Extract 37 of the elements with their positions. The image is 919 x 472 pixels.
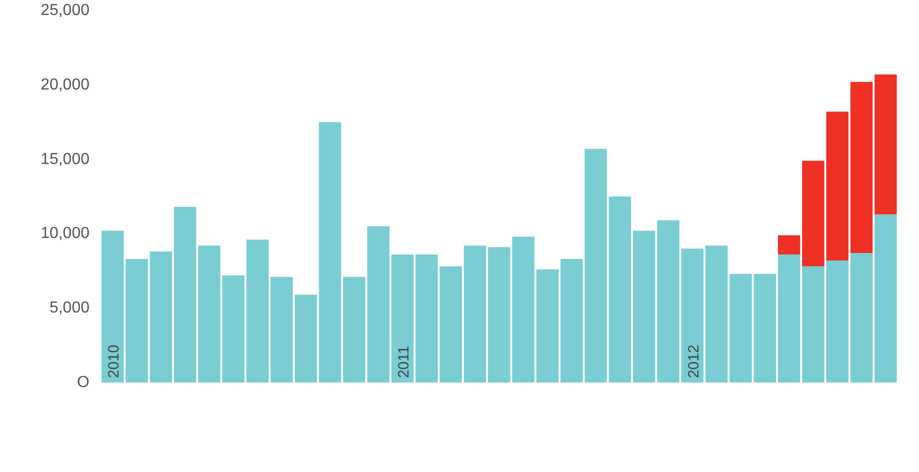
bar	[705, 246, 728, 382]
bar	[778, 235, 800, 255]
y-tick-label: O	[77, 374, 90, 391]
y-tick-label: 25,000	[40, 2, 90, 19]
bar	[560, 258, 583, 382]
y-tick-label: 20,000	[40, 76, 90, 94]
bar	[126, 258, 148, 382]
bar	[681, 248, 704, 382]
bar	[198, 246, 220, 382]
y-tick-label: 15,000	[40, 150, 90, 168]
bar	[512, 236, 534, 382]
bar	[246, 240, 269, 382]
bar	[222, 275, 244, 382]
bar	[632, 230, 656, 382]
x-tick-label: 2010	[106, 344, 123, 378]
bar	[850, 82, 873, 254]
x-tick-label: 2012	[685, 344, 702, 378]
bar	[657, 220, 680, 382]
bar	[536, 269, 559, 382]
bar	[584, 148, 607, 382]
y-tick-label: 10,000	[40, 225, 90, 242]
bar	[150, 252, 172, 382]
bar	[730, 274, 752, 382]
bar	[608, 196, 632, 382]
bar	[874, 214, 897, 382]
bar	[391, 254, 414, 382]
bar	[101, 230, 124, 382]
bar	[488, 247, 510, 382]
y-tick-label: 5,000	[49, 300, 90, 317]
bar	[754, 274, 776, 382]
bar	[874, 74, 897, 214]
bar	[464, 246, 486, 382]
bar	[174, 206, 196, 382]
bar	[850, 253, 873, 382]
x-tick-label: 2011	[395, 346, 412, 378]
bar	[318, 122, 342, 382]
bar	[778, 254, 800, 382]
